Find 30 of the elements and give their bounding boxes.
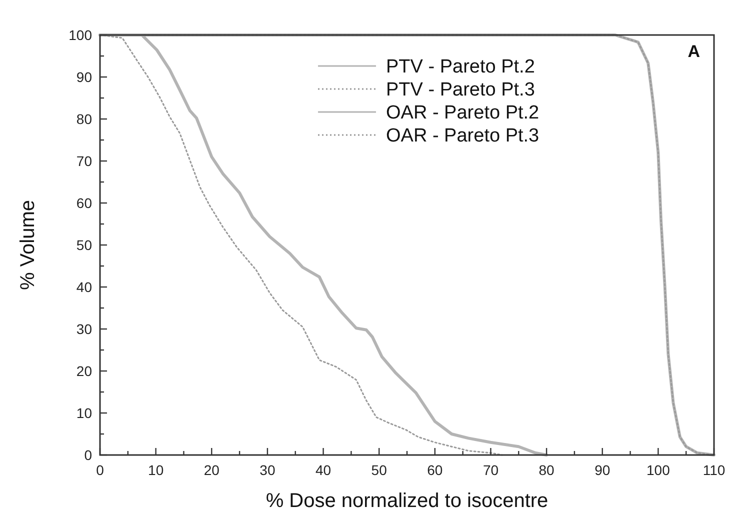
- x-tick-label: 10: [148, 462, 164, 478]
- x-tick-label: 60: [427, 462, 443, 478]
- annotation: A: [688, 42, 700, 61]
- x-tick-label: 40: [315, 462, 332, 478]
- x-tick-label: 50: [371, 462, 388, 478]
- legend-label: OAR - Pareto Pt.2: [386, 102, 540, 124]
- y-tick-label: 40: [76, 278, 92, 295]
- y-tick-label: 70: [76, 152, 92, 169]
- y-tick-label: 0: [84, 446, 92, 463]
- y-tick-label: 60: [76, 194, 92, 211]
- y-tick-label: 30: [76, 320, 92, 337]
- y-tick-label: 20: [76, 362, 92, 379]
- legend-label: PTV - Pareto Pt.3: [386, 80, 535, 101]
- legend-label: PTV - Pareto Pt.2: [386, 56, 535, 78]
- y-tick-label: 90: [76, 68, 92, 85]
- y-tick-label: 80: [76, 110, 92, 127]
- x-tick-label: 80: [538, 462, 555, 478]
- x-tick-label: 0: [96, 462, 104, 478]
- x-tick-label: 20: [204, 462, 220, 478]
- y-tick-label: 50: [76, 236, 92, 253]
- y-axis-title: % Volume: [17, 200, 39, 290]
- x-axis-title: % Dose normalized to isocentre: [266, 490, 548, 512]
- legend-label: OAR - Pareto Pt.3: [386, 126, 540, 147]
- x-tick-label: 70: [482, 462, 499, 478]
- y-tick-label: 100: [68, 26, 92, 43]
- x-tick-label: 110: [702, 462, 726, 478]
- x-tick-label: 90: [594, 462, 610, 478]
- x-tick-label: 100: [646, 462, 670, 478]
- y-tick-label: 10: [76, 404, 92, 421]
- x-tick-label: 30: [260, 462, 276, 478]
